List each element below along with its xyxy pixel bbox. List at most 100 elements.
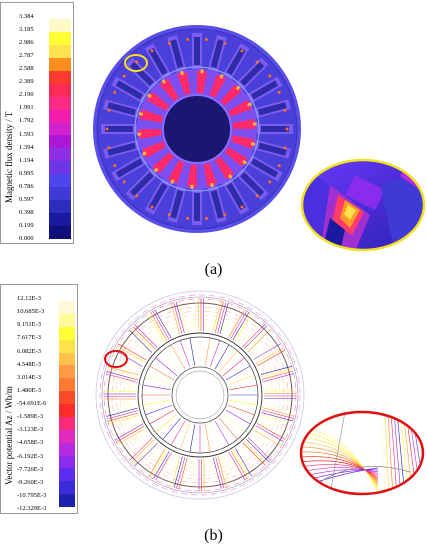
- flux-hotspot: [268, 180, 272, 184]
- legend-tick-label: 1.593: [19, 130, 34, 138]
- panel-b: Vector potential Az / Wb/m 12.12E-3 10.68…: [0, 282, 427, 522]
- rotor-pole: [220, 84, 242, 106]
- contour-ring: [115, 310, 285, 480]
- legend-color-step: [59, 416, 75, 430]
- rotor-contour: [142, 399, 171, 406]
- legend-color-step: [59, 442, 75, 456]
- legend-tick-label: 1.394: [19, 143, 34, 151]
- legend-tick-label: 0.597: [19, 195, 34, 203]
- rotor-pole: [167, 160, 185, 185]
- stator-slot: [195, 299, 204, 331]
- stator-outer: [95, 290, 305, 500]
- zoom-detail-b: [301, 412, 423, 494]
- rotor-contour: [162, 417, 181, 440]
- legend-tick-label: 2.787: [19, 52, 34, 60]
- flux-hotspot: [113, 164, 117, 168]
- flux-hotspot: [268, 74, 272, 78]
- rotor-pole: [232, 118, 257, 129]
- legend-color-step: [49, 161, 71, 175]
- flux-hotspot: [150, 49, 154, 53]
- flux-hotspot: [167, 41, 171, 45]
- legend-color-step: [59, 468, 75, 482]
- stator-slot: [222, 178, 250, 215]
- contour-ring: [123, 318, 277, 472]
- rotor-contour: [179, 423, 191, 450]
- caption-b: (b): [204, 527, 223, 544]
- legend-color-step: [49, 122, 71, 136]
- stator-slot: [192, 33, 202, 69]
- rotor-contour: [222, 414, 245, 433]
- stator-slot: [167, 34, 187, 73]
- legend-color-step: [49, 226, 71, 239]
- legend-color-step: [49, 70, 71, 84]
- rotor-contour: [155, 357, 178, 376]
- stator-slot: [207, 185, 227, 224]
- legend-color-step: [59, 494, 75, 507]
- legend-color-step: [59, 481, 75, 495]
- rotor-pole: [152, 152, 174, 174]
- flux-hotspot: [135, 194, 139, 198]
- legend-tick-label: 6.082E-3: [17, 347, 42, 355]
- stator-slot: [125, 57, 159, 91]
- contour-ring: [127, 322, 273, 468]
- contour-ring: [131, 326, 269, 464]
- stator-slot: [192, 189, 202, 225]
- legend-tick-label: 1.194: [19, 156, 34, 164]
- stator-slot: [101, 124, 137, 134]
- legend-tick-label: 2.190: [19, 91, 34, 99]
- legend-ticks: 12.12E-3 10.685E-3 9.151E-3 7.617E-3 6.082E-…: [17, 295, 57, 511]
- legend-color-step: [49, 109, 71, 123]
- legend-tick-label: 1.792: [19, 117, 34, 125]
- legend-tick-label: 3.014E-3: [17, 373, 42, 381]
- rotor-contour: [219, 350, 238, 373]
- stator-slot: [111, 76, 148, 104]
- legend-colorbar: [49, 19, 71, 239]
- stator-slot: [222, 43, 250, 80]
- legend-tick-label: -9.260E-3: [17, 478, 44, 486]
- flux-hotspot: [277, 90, 281, 94]
- stator-slot: [253, 99, 292, 119]
- rotor-contour: [204, 424, 211, 453]
- rotor-pole: [224, 147, 248, 167]
- legend-tick-label: -10.795E-3: [17, 491, 47, 499]
- rotor-contour: [228, 404, 255, 416]
- legend-color-step: [49, 57, 71, 71]
- rotor-contour: [204, 337, 211, 366]
- legend-tick-label: 3.185: [19, 26, 34, 34]
- legend-tick-label: -6.192E-3: [17, 452, 44, 460]
- rotor-pole: [141, 141, 166, 159]
- stator-slot: [167, 185, 187, 224]
- shaft: [171, 366, 229, 424]
- legend-color-step: [49, 44, 71, 58]
- zoom-ellipse-border: [299, 410, 425, 496]
- legend-color-step: [59, 404, 75, 417]
- shaft: [162, 94, 232, 164]
- rotor-contour: [189, 424, 196, 453]
- stator-slot: [253, 139, 292, 159]
- legend-tick-label: -1.589E-3: [17, 413, 44, 421]
- vector-potential-legend: Vector potential Az / Wb/m 12.12E-3 10.68…: [0, 284, 78, 514]
- flux-hotspot: [105, 127, 109, 131]
- panel-a: Magnetic flux density / T 3.384 3.185 2.98…: [0, 0, 427, 260]
- rotor-contour: [170, 420, 186, 446]
- rotor-contour: [225, 365, 251, 381]
- flux-hotspot: [223, 41, 227, 45]
- rotor-contour: [209, 423, 221, 450]
- contour-ring: [107, 302, 293, 488]
- legend-tick-label: 0.995: [19, 169, 34, 177]
- contour-ring: [111, 306, 289, 484]
- flux-hotspot: [223, 213, 227, 217]
- legend-color-step: [49, 213, 71, 226]
- legend-color-step: [59, 378, 75, 392]
- legend-tick-label: 0.786: [19, 182, 34, 190]
- flux-hotspot: [285, 127, 289, 131]
- legend-color-step: [59, 326, 75, 340]
- rotor-contour: [142, 384, 171, 391]
- flux-hotspot: [107, 108, 111, 112]
- flux-hotspot: [283, 108, 287, 112]
- rotor-pole: [230, 135, 256, 149]
- rotor-pole: [138, 109, 164, 123]
- rotor-contour: [155, 414, 178, 433]
- legend-color-step: [49, 31, 71, 45]
- legend-tick-label: -4.658E-3: [17, 439, 44, 447]
